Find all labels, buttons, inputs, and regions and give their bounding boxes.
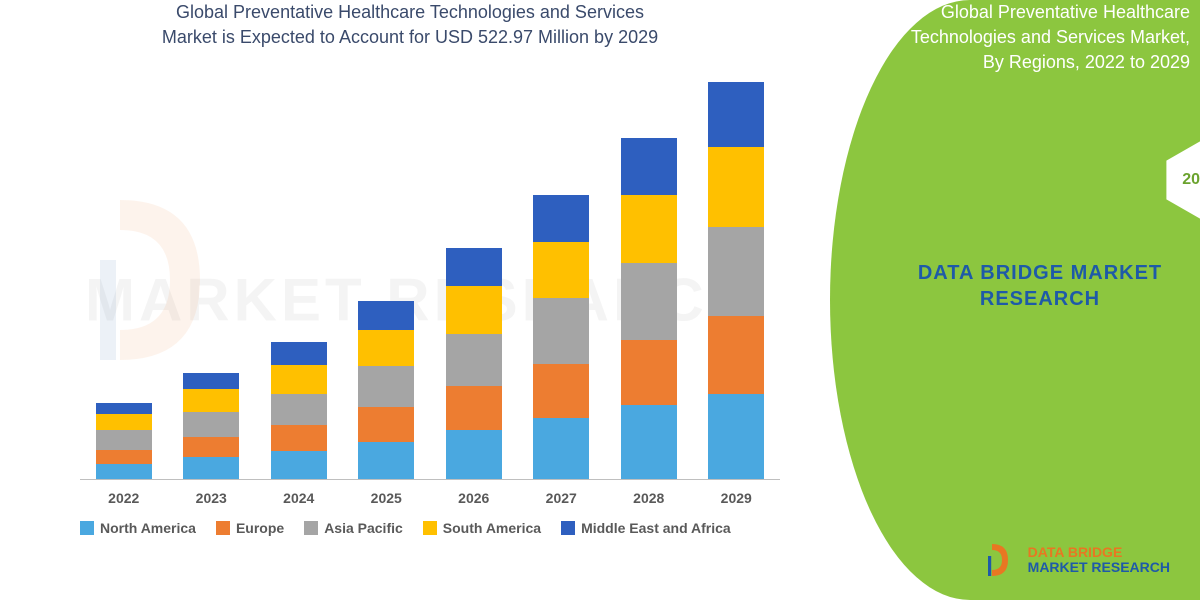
segment-middle-east-and-africa <box>96 403 152 414</box>
bar-2028 <box>621 138 677 480</box>
stacked-bar-chart <box>80 80 780 480</box>
legend-label: Middle East and Africa <box>581 520 731 536</box>
axis-baseline <box>80 479 780 480</box>
segment-south-america <box>533 242 589 298</box>
segment-middle-east-and-africa <box>271 342 327 365</box>
x-axis-labels: 2022 2023 2024 2025 2026 2027 2028 2029 <box>80 490 780 506</box>
xlabel-2028: 2028 <box>621 490 677 506</box>
xlabel-2029: 2029 <box>708 490 764 506</box>
brand-logo-icon <box>980 540 1020 580</box>
legend-swatch <box>423 521 437 535</box>
legend-swatch <box>561 521 575 535</box>
segment-south-america <box>271 365 327 394</box>
legend-label: Europe <box>236 520 284 536</box>
brand-logo-top: DATA BRIDGE <box>1028 544 1123 560</box>
hexagon-2029: 2029 <box>1160 140 1200 220</box>
segment-asia-pacific <box>358 366 414 407</box>
xlabel-2026: 2026 <box>446 490 502 506</box>
segment-europe <box>533 364 589 419</box>
right-panel: Global Preventative Healthcare Technolog… <box>830 0 1200 600</box>
segment-middle-east-and-africa <box>708 82 764 147</box>
segment-north-america <box>708 394 764 480</box>
legend-swatch <box>80 521 94 535</box>
segment-north-america <box>96 464 152 480</box>
segment-europe <box>621 340 677 405</box>
brand-logo-text: DATA BRIDGE MARKET RESEARCH <box>1028 545 1170 576</box>
segment-europe <box>446 386 502 430</box>
segment-asia-pacific <box>708 227 764 316</box>
right-title-line1: Global Preventative Healthcare <box>941 2 1190 22</box>
segment-south-america <box>183 389 239 412</box>
brand-logo-bottom-text: MARKET RESEARCH <box>1028 559 1170 575</box>
segment-europe <box>358 407 414 442</box>
bar-2024 <box>271 342 327 480</box>
segment-middle-east-and-africa <box>621 138 677 194</box>
segment-middle-east-and-africa <box>358 301 414 330</box>
bar-2022 <box>96 403 152 480</box>
bar-2025 <box>358 301 414 480</box>
xlabel-2027: 2027 <box>533 490 589 506</box>
segment-middle-east-and-africa <box>533 195 589 242</box>
segment-europe <box>96 450 152 464</box>
xlabel-2022: 2022 <box>96 490 152 506</box>
xlabel-2024: 2024 <box>271 490 327 506</box>
segment-south-america <box>446 286 502 333</box>
legend-label: Asia Pacific <box>324 520 403 536</box>
segment-north-america <box>621 405 677 480</box>
segment-north-america <box>183 457 239 480</box>
main-title-line1: Global Preventative Healthcare Technolog… <box>176 2 644 22</box>
brand-line2: RESEARCH <box>980 288 1100 310</box>
segment-south-america <box>621 195 677 263</box>
legend-item-north-america: North America <box>80 520 196 536</box>
segment-middle-east-and-africa <box>446 248 502 286</box>
segment-south-america <box>358 330 414 366</box>
brand-logo-bottom: DATA BRIDGE MARKET RESEARCH <box>980 540 1170 580</box>
main-title-line2: Market is Expected to Account for USD 52… <box>162 27 658 47</box>
segment-europe <box>183 437 239 457</box>
segment-asia-pacific <box>533 298 589 363</box>
main-title: Global Preventative Healthcare Technolog… <box>80 0 740 50</box>
segment-asia-pacific <box>446 334 502 387</box>
legend-item-europe: Europe <box>216 520 284 536</box>
segment-south-america <box>96 414 152 430</box>
legend-item-asia-pacific: Asia Pacific <box>304 520 403 536</box>
legend-label: North America <box>100 520 196 536</box>
xlabel-2023: 2023 <box>183 490 239 506</box>
right-title-line2: Technologies and Services Market, <box>911 27 1190 47</box>
segment-asia-pacific <box>183 412 239 437</box>
segment-south-america <box>708 147 764 227</box>
segment-north-america <box>446 430 502 480</box>
segment-europe <box>708 316 764 393</box>
segment-europe <box>271 425 327 450</box>
hexagon-2029-label: 2029 <box>1182 171 1200 189</box>
segment-north-america <box>358 442 414 480</box>
segment-north-america <box>533 418 589 480</box>
legend-swatch <box>304 521 318 535</box>
xlabel-2025: 2025 <box>358 490 414 506</box>
segment-middle-east-and-africa <box>183 373 239 389</box>
bar-2029 <box>708 82 764 480</box>
right-panel-title: Global Preventative Healthcare Technolog… <box>840 0 1190 76</box>
legend-item-middle-east-and-africa: Middle East and Africa <box>561 520 731 536</box>
segment-asia-pacific <box>271 394 327 426</box>
bar-2023 <box>183 373 239 480</box>
segment-north-america <box>271 451 327 480</box>
legend-swatch <box>216 521 230 535</box>
legend-label: South America <box>443 520 541 536</box>
chart-legend: North America Europe Asia Pacific South Ame… <box>80 520 800 536</box>
bar-2026 <box>446 248 502 480</box>
segment-asia-pacific <box>621 263 677 340</box>
legend-item-south-america: South America <box>423 520 541 536</box>
brand-text: DATA BRIDGE MARKET RESEARCH <box>910 260 1170 312</box>
right-title-line3: By Regions, 2022 to 2029 <box>983 52 1190 72</box>
segment-asia-pacific <box>96 430 152 450</box>
brand-line1: DATA BRIDGE MARKET <box>918 262 1162 284</box>
bar-2027 <box>533 195 589 480</box>
